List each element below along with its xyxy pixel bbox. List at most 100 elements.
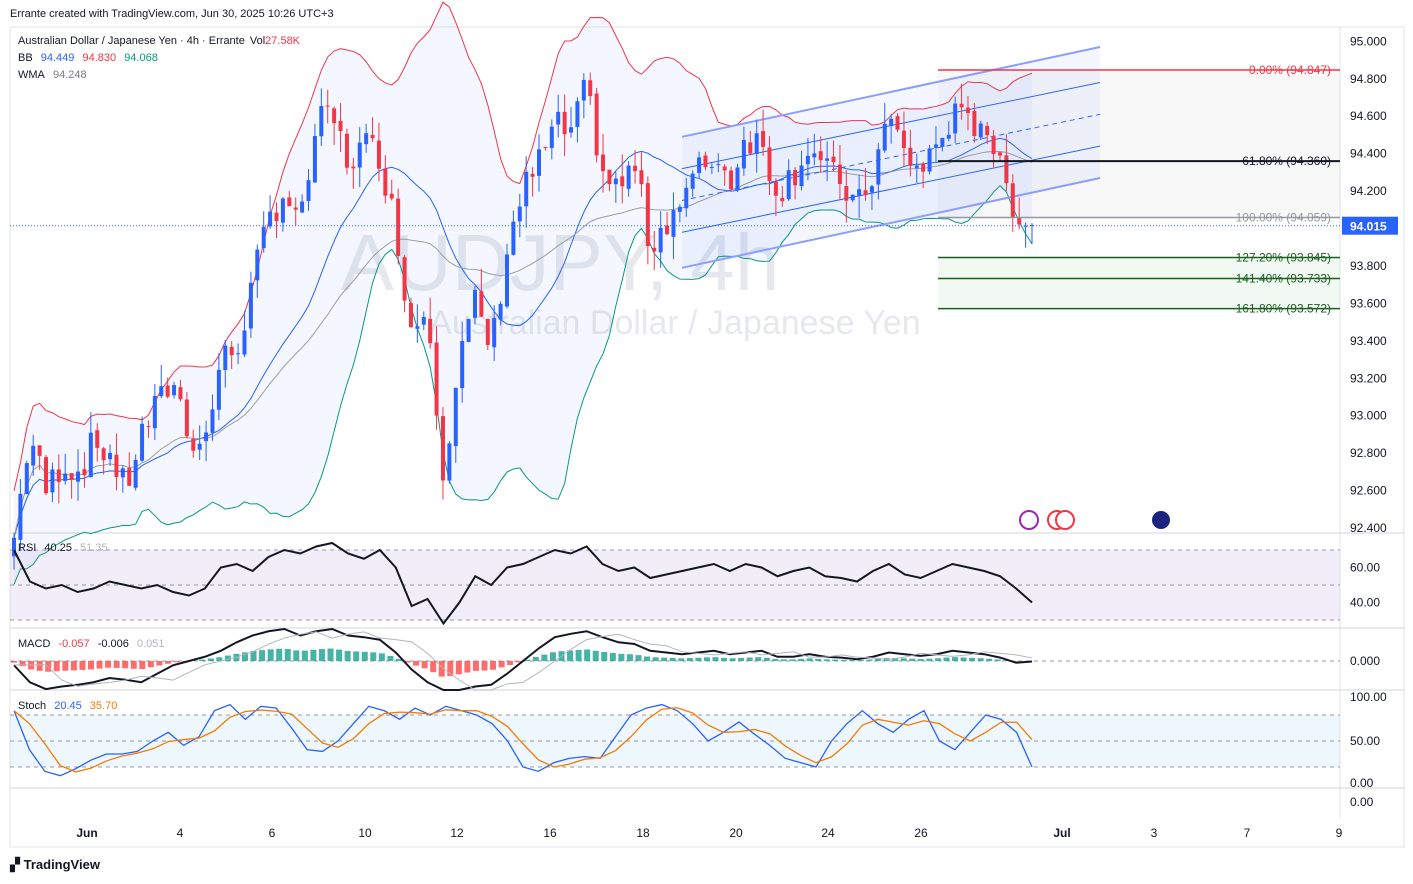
candle-body [479, 291, 484, 317]
candle-body [159, 386, 164, 397]
vol-value: 27.58K [265, 35, 301, 47]
macd-histogram-bar [250, 651, 257, 661]
candle-body [152, 396, 157, 429]
price-tick-label: 94.200 [1350, 184, 1387, 198]
macd-histogram-bar [455, 661, 462, 675]
macd-histogram-bar [105, 661, 112, 668]
macd-histogram-bar [815, 658, 822, 661]
candle-body [300, 201, 305, 213]
macd-hist-value: -0.057 [58, 638, 90, 650]
fib-level-label: 0.00% (94.847) [1249, 63, 1331, 77]
date-tick-label: 3 [1151, 826, 1158, 840]
candle-body [857, 189, 862, 196]
candle-body [677, 206, 682, 212]
candle-body [408, 303, 413, 328]
bb-basis-line [13, 137, 1033, 538]
tv-logo-icon: ▞ [10, 857, 24, 872]
date-tick-label: 20 [729, 826, 743, 840]
candle-body [492, 317, 497, 348]
macd-histogram-bar [216, 657, 223, 661]
extra-axis-tick-label: 0.00 [1350, 795, 1374, 809]
candle-body [248, 282, 253, 329]
date-tick-label: Jun [76, 826, 97, 840]
macd-histogram-bar [430, 661, 437, 673]
candle-body [383, 168, 388, 196]
macd-histogram-bar [62, 661, 69, 671]
macd-histogram-bar [661, 657, 668, 661]
candle-body [818, 151, 823, 161]
candle-body [741, 139, 746, 169]
macd-histogram-bar [780, 659, 787, 661]
candle-body [216, 369, 221, 410]
macd-histogram-bar [686, 658, 693, 661]
channel-lower [681, 177, 1101, 269]
macd-histogram-bar [361, 651, 368, 661]
candle-body [172, 385, 177, 396]
candle-body [460, 341, 465, 389]
earnings-flash-icon [1019, 510, 1039, 530]
macd-histogram-bar [207, 658, 214, 661]
candle-body [472, 289, 477, 318]
candle-body [293, 207, 298, 210]
rsi-label: RSI [18, 542, 37, 554]
candle-body [626, 165, 631, 189]
candle-body [178, 387, 183, 400]
macd-histogram-bar [293, 650, 300, 661]
chart-frame [9, 26, 1405, 848]
candle-body [773, 181, 778, 196]
macd-histogram-bar [199, 659, 206, 661]
macd-histogram-bar [387, 656, 394, 661]
macd-histogram-bar [960, 657, 967, 661]
economic-event-icon-2 [1055, 510, 1075, 530]
candle-body [645, 183, 650, 247]
price-tick-label: 94.400 [1350, 147, 1387, 161]
macd-histogram-bar [524, 659, 531, 661]
date-tick-label: 12 [450, 826, 464, 840]
macd-histogram-bar [1011, 661, 1018, 662]
candle-body [18, 493, 23, 540]
candle-body [594, 93, 599, 156]
candle-body [665, 225, 670, 235]
macd-histogram-bar [823, 659, 830, 661]
date-tick-label: 9 [1336, 826, 1343, 840]
fib-level-label: 100.00% (94.059) [1236, 210, 1331, 224]
candle-body [895, 116, 900, 130]
macd-histogram-bar [644, 656, 651, 661]
candle-body [287, 197, 292, 207]
macd-histogram-bar [977, 658, 984, 661]
candle-body [991, 135, 996, 155]
candle-body [274, 212, 279, 222]
macd-histogram-bar [284, 649, 291, 661]
main-legend: Australian Dollar / Japanese Yen · 4h · … [18, 35, 305, 47]
date-tick-label: 4 [177, 826, 184, 840]
last-price-label: 94.015 [1350, 220, 1387, 234]
macd-label: MACD [18, 638, 51, 650]
candle-body [306, 180, 311, 202]
macd-histogram-bar [866, 659, 873, 661]
macd-histogram-bar [703, 657, 710, 661]
macd-histogram-bar [147, 661, 154, 668]
macd-histogram-bar [515, 661, 522, 663]
candle-body [255, 249, 260, 281]
candle-body [146, 426, 151, 428]
macd-histogram-bar [729, 658, 736, 661]
macd-histogram-bar [806, 658, 813, 661]
candle-body [24, 463, 29, 495]
macd-histogram-bar [336, 649, 343, 661]
macd-histogram-bar [652, 657, 659, 661]
bb-label: BB [18, 52, 33, 64]
candle-body [415, 326, 420, 329]
candle-body [402, 257, 407, 301]
macd-histogram-bar [772, 659, 779, 661]
macd-histogram-bar [344, 651, 351, 661]
bb-upper-value: 94.830 [82, 52, 117, 64]
wma-legend: WMA 94.248 [18, 69, 92, 81]
candle-body [601, 154, 606, 172]
last-price-badge [1342, 216, 1398, 235]
watermark-name: Australian Dollar / Japanese Yen [429, 304, 920, 342]
tradingview-logo[interactable]: ▞ TradingView [10, 857, 100, 873]
candle-body [684, 187, 689, 209]
macd-histogram-bar [45, 661, 52, 672]
candle-body [754, 133, 759, 154]
